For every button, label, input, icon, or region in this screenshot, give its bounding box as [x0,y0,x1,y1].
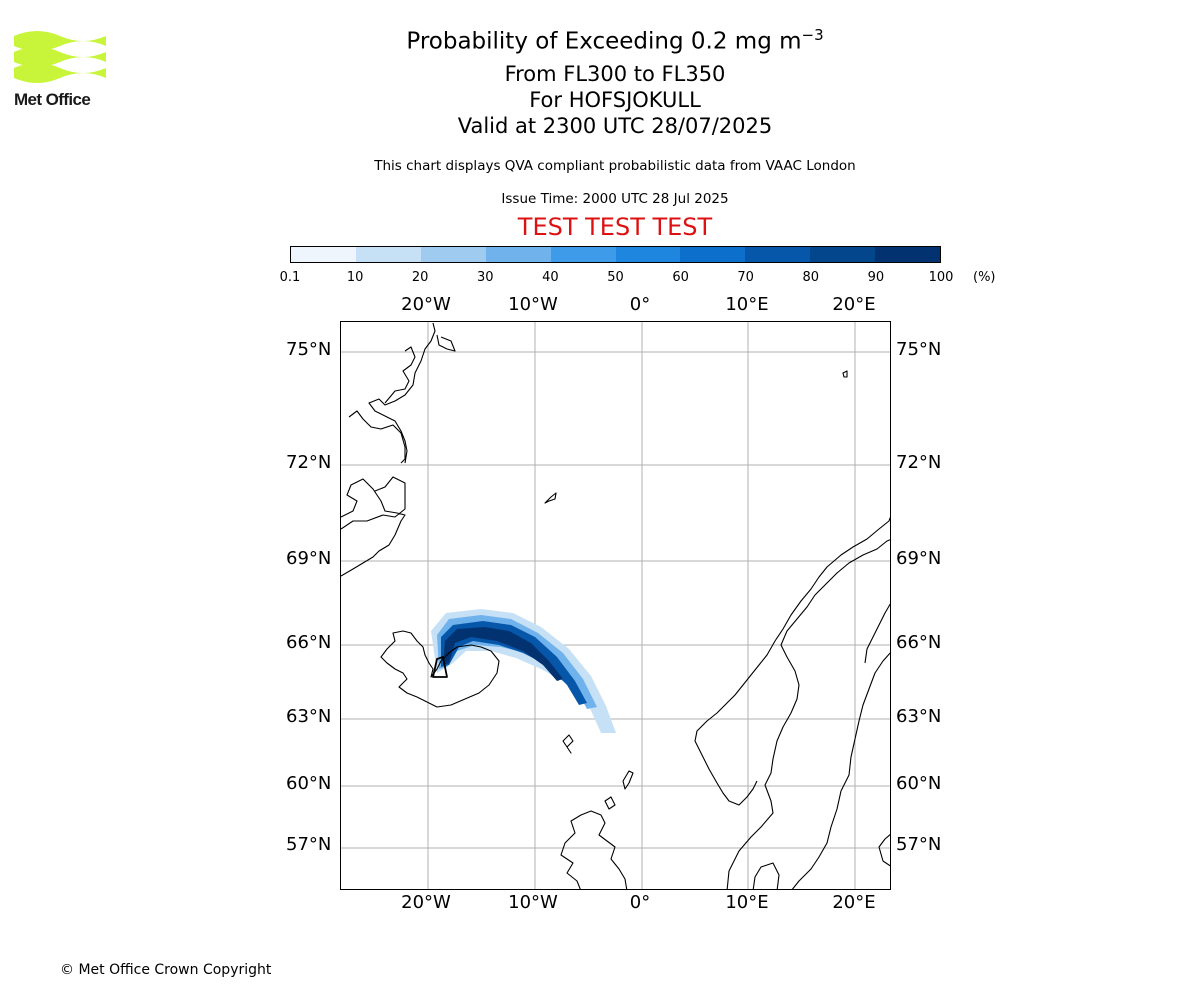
colorbar-segment [485,247,551,262]
lat-label-left: 75°N [286,339,332,360]
lat-label-left: 63°N [286,706,332,727]
map-panel [340,321,891,890]
lon-label-top: 20°W [401,294,451,315]
lat-label-right: 66°N [896,632,942,653]
lon-label-top: 10°E [725,294,769,315]
colorbar-tick-label: 50 [607,270,624,285]
coast-faroe [562,734,574,754]
colorbar-tick-label: 90 [867,270,885,285]
ash-plume [431,609,616,733]
colorbar-tick-label: 30 [477,270,494,285]
lat-label-right: 63°N [896,706,942,727]
lon-label-bottom: 20°E [832,892,876,913]
colorbar-tick-label: 40 [542,270,559,285]
lat-label-left: 66°N [286,632,332,653]
colorbar [290,246,941,263]
issue-time: Issue Time: 2000 UTC 28 Jul 2025 [501,191,729,207]
colorbar-segment [615,247,681,262]
volcano-name: For HOFSJOKULL [529,88,701,112]
coast-norway [694,516,890,889]
lat-label-right: 72°N [896,452,942,473]
test-banner: TEST TEST TEST [517,213,713,241]
lon-label-bottom: 10°E [725,892,769,913]
chart-title: Probability of Exceeding 0.2 mg m−3 [300,26,930,55]
colorbar-segment [680,247,746,262]
coast-scotland [560,810,628,889]
lon-label-bottom: 20°W [401,892,451,913]
logo-text: Met Office [14,90,91,109]
lat-label-left: 57°N [286,834,332,855]
met-office-wave-icon [14,31,106,83]
met-office-logo: Met Office [14,28,114,114]
colorbar-tick-label: 20 [411,270,429,285]
colorbar-segment [875,247,941,262]
colorbar-tick-label: 100 [928,270,954,285]
coast-shetland [622,770,634,790]
coast-bear-island [842,370,848,378]
lat-label-left: 60°N [286,773,332,794]
colorbar-tick-label: 80 [802,270,820,285]
lat-label-right: 60°N [896,773,942,794]
coast-denmark [752,862,780,889]
volcano-marker [432,656,448,678]
colorbar-tick-label: 70 [737,270,754,285]
lat-label-left: 72°N [286,452,332,473]
chart-subtitle: This chart displays QVA compliant probab… [374,158,856,174]
coast-sweden [791,603,890,889]
colorbar-segment [745,247,811,262]
lon-label-bottom: 0° [629,892,651,913]
colorbar-segment [291,247,356,262]
coast-iceland [380,630,500,708]
lat-label-right: 69°N [896,548,942,569]
coast-greenland [341,322,456,577]
coastlines [341,322,890,889]
lon-label-bottom: 10°W [508,892,558,913]
valid-time: Valid at 2300 UTC 28/07/2025 [457,114,773,138]
lon-label-top: 20°E [832,294,876,315]
coast-finland [878,833,890,867]
coast-orkney [604,796,616,810]
coast-jan-mayen [544,492,557,504]
map-gridlines [341,322,890,889]
map-svg [341,322,890,889]
colorbar-tick-label: 60 [672,270,689,285]
lon-label-top: 10°W [508,294,558,315]
copyright: © Met Office Crown Copyright [60,962,272,978]
plume-peak [443,627,563,681]
flight-levels: From FL300 to FL350 [504,62,726,86]
colorbar-segment [355,247,421,262]
colorbar-unit: (%) [973,270,996,285]
colorbar-segment [810,247,876,262]
lat-label-right: 75°N [896,339,942,360]
lat-label-right: 57°N [896,834,942,855]
colorbar-tick-label: 10 [346,270,364,285]
colorbar-tick-label: 0.1 [279,270,301,285]
colorbar-segment [420,247,486,262]
lon-label-top: 0° [629,294,651,315]
title-main: Probability of Exceeding 0.2 mg m [406,28,802,55]
colorbar-segment [550,247,616,262]
title-superscript: −3 [801,26,824,44]
lat-label-left: 69°N [286,548,332,569]
